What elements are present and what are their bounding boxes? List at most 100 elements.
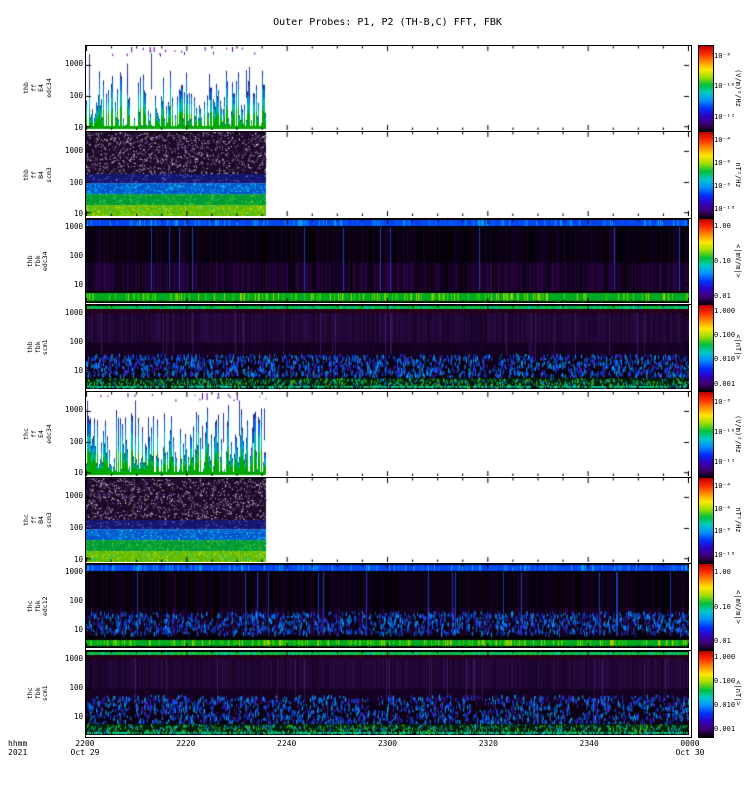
x-axis-units-label: hhmm [8, 739, 28, 749]
panel-ylabel-thb-fbk-scm1: thb fbk scm1 [26, 304, 50, 390]
panel-ylabel-thb-ff-e4-edc34: thb ff E4 edc34 [22, 45, 53, 131]
y-tick-label: 100 [69, 337, 83, 347]
panel-ylabel-thc-fbk-scm1: thc fbk scm1 [26, 650, 50, 736]
colorbar-tick-label: 1.000 [714, 652, 736, 661]
colorbar-tick-label: 10⁻¹² [714, 458, 736, 467]
colorbar-tick-label: 0.100 [714, 331, 736, 340]
colorbar-tick-label: 10⁻⁸ [714, 397, 731, 406]
colorbar-tick-label: 10⁻⁴ [714, 481, 731, 490]
y-tick-label: 100 [69, 682, 83, 692]
spectrogram-panel-thb-fbk-edc34 [85, 217, 692, 307]
x-tick-time: 2300 [377, 739, 398, 749]
x-tick-label: 2240 [267, 739, 307, 748]
x-tick-date: Oct 30 [675, 748, 705, 758]
colorbar-tick-label: 1.00 [714, 222, 731, 231]
panel-ylabel-line: edc34 [44, 424, 53, 444]
chart-title: Outer Probes: P1, P2 (TH-B,C) FFT, FBK [273, 17, 502, 28]
y-tick-label: 1000 [64, 405, 83, 415]
y-tick-label: 1000 [64, 491, 83, 501]
colorbar-tick-label: 1.000 [714, 307, 736, 316]
colorbar-thb-fbk-edc34 [698, 217, 714, 307]
colorbar-tick-label: 0.100 [714, 676, 736, 685]
y-tick-label: 1000 [64, 653, 83, 663]
spectrogram-canvas-thc-ff-b4-scm3 [86, 478, 689, 562]
x-tick-label: 0000 Oct 30 [670, 739, 710, 757]
y-tick-label: 100 [69, 177, 83, 187]
colorbar-unit-label-thb-ff-b4-scm3: nT²/Hz [733, 161, 742, 188]
y-tick-label: 100 [69, 250, 83, 260]
colorbar-tick-label: 0.10 [714, 257, 731, 265]
x-axis-corner-label: hhmm 2021 [8, 739, 27, 757]
colorbar-unit-label-thc-ff-e4-edc34: (V/m)²/Hz [733, 414, 742, 453]
colorbar-tick-label: 0.01 [714, 291, 731, 300]
colorbar-thb-ff-e4-edc34 [698, 45, 714, 134]
y-tick-label: 100 [69, 596, 83, 606]
x-tick-label: 2340 [569, 739, 609, 748]
x-tick-label: 2200 Oct 29 [65, 739, 105, 757]
y-tick-label: 10 [73, 711, 83, 721]
spectrogram-panel-thb-fbk-scm1 [85, 304, 692, 393]
x-tick-time: 2220 [176, 739, 196, 749]
spectrogram-panel-thc-fbk-scm1 [85, 649, 692, 739]
spectrogram-canvas-thb-ff-e4-edc34 [86, 46, 689, 130]
colorbar-tick-label: 0.01 [714, 637, 731, 646]
colorbar-tick-label: 0.010 [714, 701, 736, 710]
y-tick-label: 1000 [64, 59, 83, 69]
x-tick-time: 2240 [277, 739, 297, 749]
spectrogram-panel-thc-ff-e4-edc34 [85, 390, 692, 479]
x-axis-year-label: 2021 [8, 748, 28, 758]
colorbar-tick-label: 0.010 [714, 355, 736, 364]
panel-ylabel-thc-fbk-edc12: thc fbk edc12 [26, 563, 50, 649]
colorbar-tick-label: 0.10 [714, 602, 731, 611]
colorbar-tick-label: 10⁻⁶ [714, 159, 731, 168]
spectrogram-canvas-thb-fbk-edc34 [86, 218, 689, 303]
spectrogram-panel-thc-fbk-edc12 [85, 563, 692, 652]
y-tick-label: 100 [69, 91, 83, 101]
y-tick-label: 10 [73, 625, 83, 635]
x-tick-label: 2320 [468, 739, 508, 748]
spectrogram-canvas-thc-fbk-edc12 [86, 564, 689, 649]
colorbar-unit-label-thb-fbk-edc34: <|mV/m|> [733, 244, 742, 278]
x-tick-time: 0000 [680, 739, 700, 749]
colorbar-thc-ff-b4-scm3 [698, 477, 714, 566]
panel-ylabel-line: edc34 [44, 78, 53, 98]
y-tick-label: 10 [73, 468, 83, 478]
y-tick-label: 1000 [64, 221, 83, 231]
panel-ylabel-thc-ff-e4-edc34: thc ff E4 edc34 [22, 391, 53, 477]
colorbar-tick-label: 10⁻¹² [714, 112, 736, 121]
colorbar-unit-label-thc-fbk-scm1: <|nT|> [733, 680, 742, 706]
spectrogram-panel-thb-ff-e4-edc34 [85, 45, 692, 134]
panel-ylabel-thb-ff-b4-scm3: thb ff B4 scm3 [22, 131, 53, 217]
panel-ylabel-line: scm3 [44, 166, 53, 183]
colorbar-tick-label: 10⁻¹⁰ [714, 550, 736, 559]
panel-ylabel-thb-fbk-edc34: thb fbk edc34 [26, 218, 50, 304]
y-tick-label: 10 [73, 279, 83, 289]
colorbar-tick-label: 1.00 [714, 568, 731, 577]
x-tick-label: 2220 [166, 739, 206, 748]
y-tick-label: 10 [73, 366, 83, 376]
x-tick-time: 2320 [478, 739, 498, 749]
colorbar-tick-label: 10⁻¹⁰ [714, 428, 736, 437]
panel-ylabel-line: edc34 [40, 251, 49, 271]
spectrogram-canvas-thc-fbk-scm1 [86, 650, 689, 735]
x-tick-time: 2200 [75, 739, 95, 749]
colorbar-unit-label-thc-fbk-edc12: <|mV/m|> [733, 589, 742, 624]
spectrogram-panel-thb-ff-b4-scm3 [85, 131, 692, 220]
panel-ylabel-line: scm1 [40, 685, 49, 701]
y-tick-label: 1000 [64, 145, 83, 155]
y-tick-label: 10 [73, 554, 83, 564]
panel-ylabel-thc-ff-b4-scm3: thc ff B4 scm3 [22, 477, 53, 563]
panel-ylabel-line: scm1 [40, 339, 49, 356]
colorbar-thb-ff-b4-scm3 [698, 131, 714, 220]
y-tick-label: 10 [73, 122, 83, 132]
spectrogram-panel-thc-ff-b4-scm3 [85, 477, 692, 566]
colorbar-tick-label: 10⁻⁶ [714, 504, 731, 513]
x-tick-label: 2300 [368, 739, 408, 748]
colorbar-unit-label-thc-ff-b4-scm3: nT²/Hz [733, 507, 742, 533]
x-tick-time: 2340 [579, 739, 599, 749]
colorbar-thb-fbk-scm1 [698, 304, 714, 393]
colorbar-tick-label: 10⁻⁸ [714, 181, 731, 190]
colorbar-tick-label: 10⁻⁴ [714, 136, 731, 145]
colorbar-thc-fbk-scm1 [698, 649, 714, 739]
colorbar-thc-fbk-edc12 [698, 563, 714, 652]
